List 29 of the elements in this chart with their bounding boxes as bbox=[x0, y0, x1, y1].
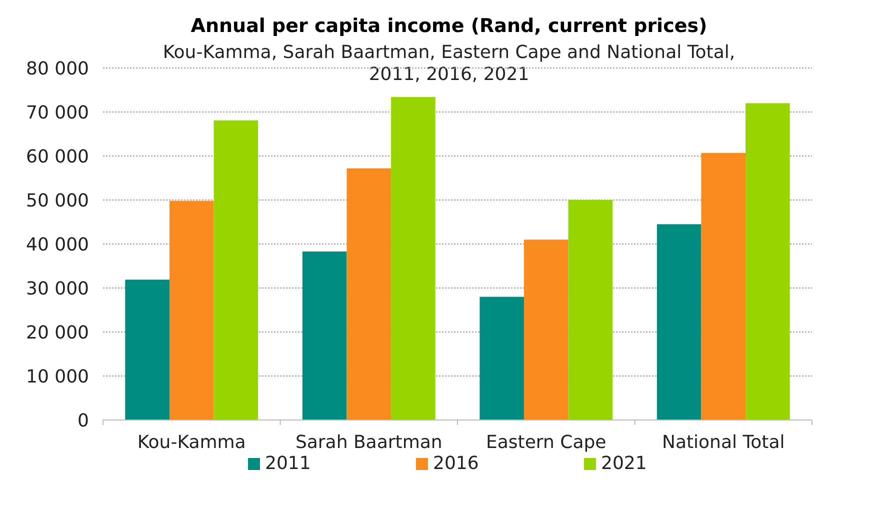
x-tick-label: Sarah Baartman bbox=[295, 432, 442, 453]
legend-label: 2011 bbox=[265, 453, 311, 474]
y-tick-label: 50 000 bbox=[26, 190, 89, 212]
y-tick-label: 20 000 bbox=[26, 322, 89, 344]
y-tick-label: 40 000 bbox=[26, 234, 89, 256]
bar bbox=[746, 103, 790, 420]
bar bbox=[125, 280, 170, 420]
legend-label: 2016 bbox=[433, 453, 479, 474]
bar bbox=[346, 168, 392, 420]
bar bbox=[656, 224, 702, 420]
chart-title: Annual per capita income (Rand, current prices) bbox=[190, 15, 708, 37]
bar bbox=[302, 251, 347, 420]
y-tick-label: 0 bbox=[78, 410, 89, 432]
bar bbox=[391, 97, 436, 420]
y-tick-label: 60 000 bbox=[26, 146, 89, 168]
x-tick-label: Eastern Cape bbox=[486, 432, 606, 453]
y-tick-label: 70 000 bbox=[26, 102, 89, 124]
bar bbox=[214, 120, 258, 420]
y-tick-label: 80 000 bbox=[26, 58, 89, 80]
legend-label: 2021 bbox=[601, 453, 647, 474]
y-tick-label: 10 000 bbox=[26, 366, 89, 388]
bar bbox=[169, 200, 214, 420]
y-tick-label: 30 000 bbox=[26, 278, 89, 300]
bar bbox=[701, 152, 746, 420]
x-tick-label: National Total bbox=[662, 432, 785, 453]
bar bbox=[568, 200, 613, 420]
x-tick-label: Kou-Kamma bbox=[137, 432, 246, 453]
bar bbox=[524, 240, 568, 420]
bar bbox=[480, 296, 524, 420]
